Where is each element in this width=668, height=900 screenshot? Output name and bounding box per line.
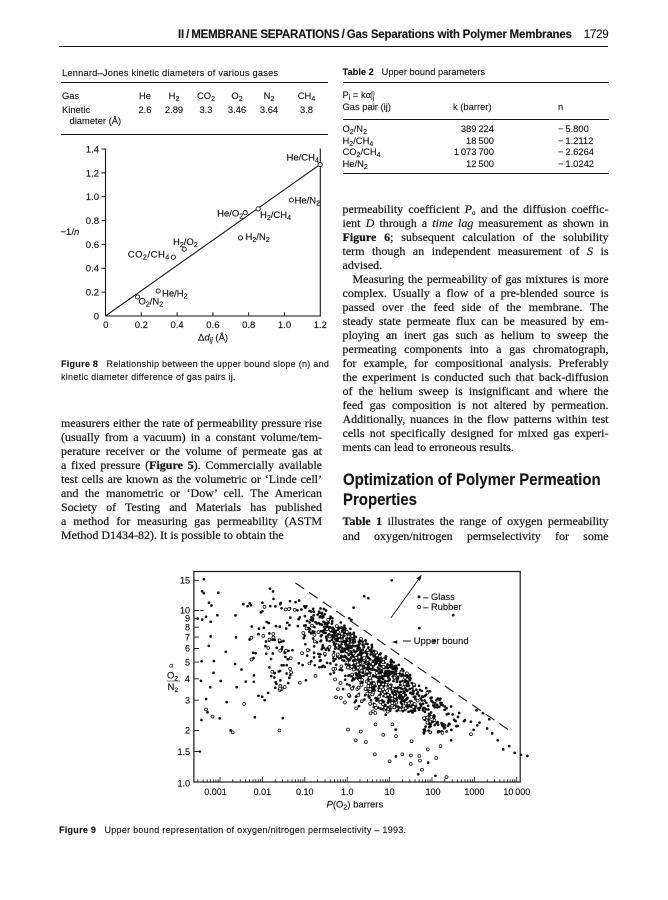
svg-text:0.6: 0.6 [206, 320, 219, 331]
svg-text:0: 0 [94, 311, 99, 322]
svg-text:7: 7 [185, 632, 190, 642]
svg-text:10: 10 [180, 606, 190, 616]
svg-text:0.4: 0.4 [170, 320, 183, 331]
svg-text:H2/CH4: H2/CH4 [260, 210, 291, 222]
svg-text:2: 2 [185, 726, 190, 736]
svg-text:15: 15 [180, 576, 190, 586]
svg-text:1.0: 1.0 [86, 192, 99, 203]
svg-text:1.2: 1.2 [314, 320, 327, 331]
svg-text:N2: N2 [168, 682, 179, 694]
svg-text:0.01: 0.01 [254, 787, 272, 797]
svg-text:0.001: 0.001 [204, 787, 227, 797]
svg-text:CO2/CH4: CO2/CH4 [128, 250, 170, 262]
svg-text:P(O2) barrers: P(O2) barrers [327, 800, 384, 812]
svg-text:H2/N2: H2/N2 [246, 232, 270, 244]
svg-text:0.4: 0.4 [86, 264, 99, 275]
svg-text:0.2: 0.2 [135, 320, 148, 331]
svg-text:He/CH4: He/CH4 [287, 153, 320, 165]
svg-text:He/O2: He/O2 [217, 209, 243, 221]
svg-text:4: 4 [185, 674, 190, 684]
svg-text:1000: 1000 [464, 787, 484, 797]
svg-text:He/N2: He/N2 [295, 195, 321, 207]
svg-text:O2/N2: O2/N2 [139, 297, 164, 309]
svg-text:1.2: 1.2 [86, 168, 99, 179]
svg-text:1.0: 1.0 [278, 320, 291, 331]
svg-text:100: 100 [425, 787, 440, 797]
svg-text:1.4: 1.4 [86, 144, 99, 155]
svg-text:8: 8 [185, 622, 190, 632]
svg-text:3: 3 [185, 695, 190, 705]
svg-text:6: 6 [185, 644, 190, 654]
svg-text:9: 9 [185, 614, 190, 624]
svg-text:– Rubber: – Rubber [423, 602, 461, 612]
svg-text:O2: O2 [167, 671, 178, 683]
svg-text:1.0: 1.0 [177, 778, 190, 788]
svg-text:He/H2: He/H2 [162, 289, 188, 301]
svg-text:1.5: 1.5 [177, 747, 190, 757]
svg-text:0.8: 0.8 [86, 216, 99, 227]
svg-text:Upper bound: Upper bound [414, 636, 469, 647]
svg-text:Δdij (Å): Δdij (Å) [198, 333, 228, 345]
svg-text:α: α [169, 663, 174, 670]
svg-text:H2/O2: H2/O2 [173, 237, 198, 249]
svg-text:0.6: 0.6 [86, 240, 99, 251]
svg-text:– Glass: – Glass [423, 592, 455, 602]
svg-text:10: 10 [385, 787, 395, 797]
svg-text:0.10: 0.10 [296, 787, 314, 797]
svg-text:0: 0 [103, 320, 108, 331]
svg-text:5: 5 [185, 657, 190, 667]
svg-text:0.2: 0.2 [86, 288, 99, 299]
svg-text:10 000: 10 000 [503, 787, 530, 797]
svg-text:−1/n: −1/n [61, 227, 80, 238]
svg-text:1.0: 1.0 [341, 787, 354, 797]
svg-text:0.8: 0.8 [242, 320, 255, 331]
